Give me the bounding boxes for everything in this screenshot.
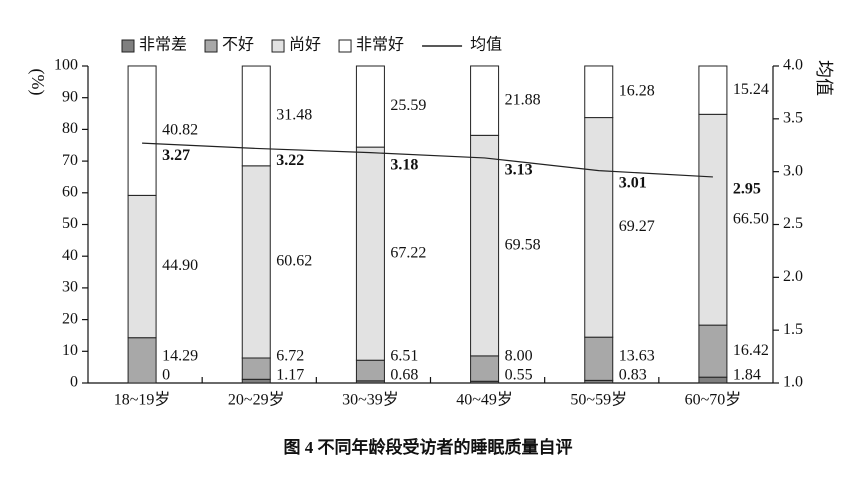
data-label: 16.28	[619, 82, 655, 99]
y-axis-label: (%)	[27, 69, 48, 96]
data-label: 13.63	[619, 348, 655, 365]
data-label: 15.24	[733, 81, 769, 98]
y2-tick-label: 1.0	[783, 374, 803, 391]
data-label: 44.90	[162, 257, 198, 274]
y-tick-label: 20	[62, 310, 78, 327]
bar-segment	[127, 337, 157, 384]
x-tick-label: 30~39岁	[342, 391, 399, 409]
y2-tick-label: 3.5	[783, 110, 803, 127]
data-label: 0.55	[505, 367, 533, 384]
y-tick-label: 0	[70, 374, 78, 391]
bar-segment	[127, 194, 157, 339]
y2-tick-label: 2.5	[783, 215, 803, 232]
data-label: 0.68	[390, 367, 418, 384]
y2-axis-label: 均值	[814, 60, 834, 96]
bar-segment	[355, 359, 385, 382]
bar-segment	[355, 146, 385, 361]
mean-label: 3.01	[619, 174, 647, 191]
data-label: 1.84	[733, 367, 761, 384]
mean-label: 3.13	[505, 162, 533, 179]
legend-label: 非常好	[356, 36, 404, 54]
y-tick-label: 70	[62, 152, 78, 169]
bar-segment	[584, 117, 614, 338]
x-tick-label: 60~70岁	[685, 391, 742, 409]
bar-segment	[698, 376, 728, 384]
y-tick-label: 90	[62, 88, 78, 105]
chart-title: 图 4 不同年龄段受访者的睡眠质量自评	[284, 437, 573, 457]
data-label: 69.27	[619, 218, 655, 235]
x-tick-label: 18~19岁	[114, 391, 171, 409]
bar-segment	[127, 65, 157, 196]
legend-label: 不好	[222, 36, 254, 54]
bar-segment	[698, 65, 728, 115]
data-label: 6.51	[390, 348, 418, 365]
data-label: 16.42	[733, 342, 769, 359]
data-label: 8.00	[505, 348, 533, 365]
legend-swatch	[204, 39, 218, 53]
bar-segment	[698, 113, 728, 326]
legend-label: 非常差	[139, 36, 187, 54]
y-tick-label: 60	[62, 183, 78, 200]
mean-label: 3.22	[276, 152, 304, 169]
y2-tick-label: 1.5	[783, 321, 803, 338]
y2-tick-label: 2.0	[783, 268, 803, 285]
bar-segment	[698, 324, 728, 378]
bar-segment	[241, 378, 271, 384]
mean-label: 3.18	[390, 156, 418, 173]
y2-tick-label: 4.0	[783, 57, 803, 74]
legend-swatch	[338, 39, 352, 53]
x-tick-label: 40~49岁	[456, 391, 513, 409]
x-tick-label: 50~59岁	[570, 391, 627, 409]
y-tick-label: 50	[62, 215, 78, 232]
y-tick-label: 40	[62, 247, 78, 264]
data-label: 6.72	[276, 348, 304, 365]
data-label: 21.88	[505, 91, 541, 108]
bar-segment	[470, 134, 500, 357]
data-label: 40.82	[162, 121, 198, 138]
data-label: 66.50	[733, 210, 769, 227]
data-label: 60.62	[276, 253, 312, 270]
y-tick-label: 30	[62, 279, 78, 296]
data-label: 14.29	[162, 348, 198, 365]
data-label: 0.83	[619, 367, 647, 384]
mean-line	[142, 142, 713, 178]
bar-segment	[241, 65, 271, 167]
bar-segment	[470, 355, 500, 382]
data-label: 1.17	[276, 367, 304, 384]
legend-swatch	[121, 39, 135, 53]
y-tick-label: 10	[62, 342, 78, 359]
legend-swatch	[271, 39, 285, 53]
y2-tick-label: 3.0	[783, 162, 803, 179]
bar-segment	[584, 336, 614, 381]
legend-label: 均值	[470, 36, 502, 54]
legend-label: 尚好	[289, 36, 321, 54]
data-label: 31.48	[276, 107, 312, 124]
bar-segment	[241, 357, 271, 380]
data-label: 25.59	[390, 97, 426, 114]
y-tick-label: 80	[62, 120, 78, 137]
data-label: 0	[162, 367, 170, 384]
data-label: 69.58	[505, 236, 541, 253]
data-label: 67.22	[390, 244, 426, 261]
x-tick-label: 20~29岁	[228, 391, 285, 409]
bar-segment	[241, 165, 271, 359]
bar-segment	[584, 65, 614, 119]
bar-segment	[470, 65, 500, 136]
bar-segment	[355, 65, 385, 148]
y-tick-label: 100	[54, 57, 78, 74]
mean-label: 3.27	[162, 147, 190, 164]
mean-label: 2.95	[733, 181, 761, 198]
